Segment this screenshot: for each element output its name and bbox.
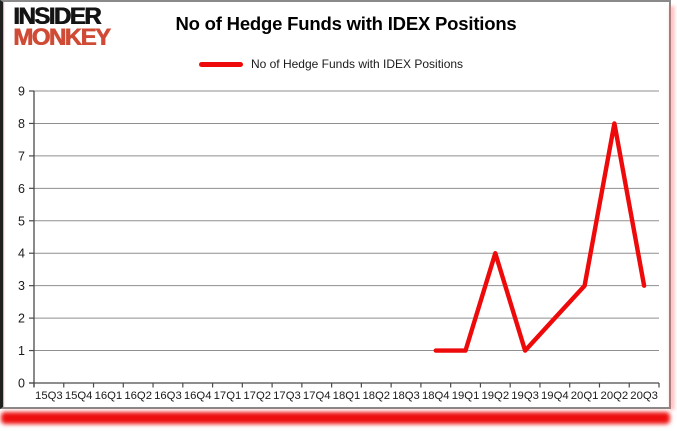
x-tick-label: 19Q4 <box>541 390 569 402</box>
legend-line-swatch <box>198 61 243 67</box>
y-tick-label: 2 <box>18 312 25 326</box>
chart-title: No of Hedge Funds with IDEX Positions <box>175 13 517 34</box>
logo-word-insider: INSIDER <box>13 3 101 30</box>
x-axis-labels: 15Q3 15Q4 16Q1 16Q2 16Q3 16Q4 17Q1 17Q2 17Q3 17Q4… <box>33 383 660 402</box>
red-shadow-bottom-decoration <box>1 412 670 424</box>
y-tick-label: 4 <box>18 247 25 261</box>
insider-monkey-logo: INSIDER MONKEY <box>13 3 111 51</box>
axes <box>29 91 659 387</box>
x-tick-label: 16Q3 <box>154 390 182 402</box>
x-tick-label: 15Q3 <box>35 390 63 402</box>
x-tick-label: 18Q2 <box>362 390 390 402</box>
y-tick-label: 3 <box>18 279 25 293</box>
x-tick-label: 18Q1 <box>333 390 361 402</box>
x-tick-label: 20Q2 <box>601 390 629 402</box>
x-tick-label: 18Q4 <box>422 390 450 402</box>
x-tick-label: 20Q3 <box>630 390 658 402</box>
y-tick-label: 6 <box>18 182 25 196</box>
gridlines <box>34 90 659 352</box>
data-line <box>433 121 647 353</box>
x-tick-label: 16Q1 <box>95 390 123 402</box>
x-tick-label: 16Q4 <box>184 390 212 402</box>
x-tick-label: 20Q1 <box>571 390 599 402</box>
x-tick-label: 17Q1 <box>214 390 242 402</box>
y-axis-labels: 0 1 2 3 4 5 6 7 8 9 <box>18 85 34 391</box>
y-tick-label: 5 <box>18 214 25 228</box>
logo-word-monkey: MONKEY <box>13 24 111 51</box>
x-tick-label: 19Q1 <box>452 390 480 402</box>
red-shadow-right-decoration <box>670 6 676 410</box>
y-tick-label: 8 <box>18 117 25 131</box>
y-tick-label: 1 <box>18 344 25 358</box>
x-tick-label: 17Q3 <box>273 390 301 402</box>
legend-label: No of Hedge Funds with IDEX Positions <box>250 57 464 71</box>
x-tick-label: 19Q2 <box>481 390 509 402</box>
legend: No of Hedge Funds with IDEX Positions <box>3 57 659 71</box>
y-tick-label: 0 <box>18 377 25 391</box>
x-tick-label: 15Q4 <box>65 390 93 402</box>
y-tick-label: 9 <box>18 85 25 99</box>
y-tick-label: 7 <box>18 149 25 163</box>
x-tick-label: 18Q3 <box>392 390 420 402</box>
chart-card: INSIDER MONKEY No of Hedge Funds with ID… <box>0 0 671 409</box>
x-tick-label: 19Q3 <box>511 390 539 402</box>
x-tick-label: 17Q2 <box>243 390 271 402</box>
x-tick-label: 17Q4 <box>303 390 331 402</box>
x-tick-label: 16Q2 <box>124 390 152 402</box>
